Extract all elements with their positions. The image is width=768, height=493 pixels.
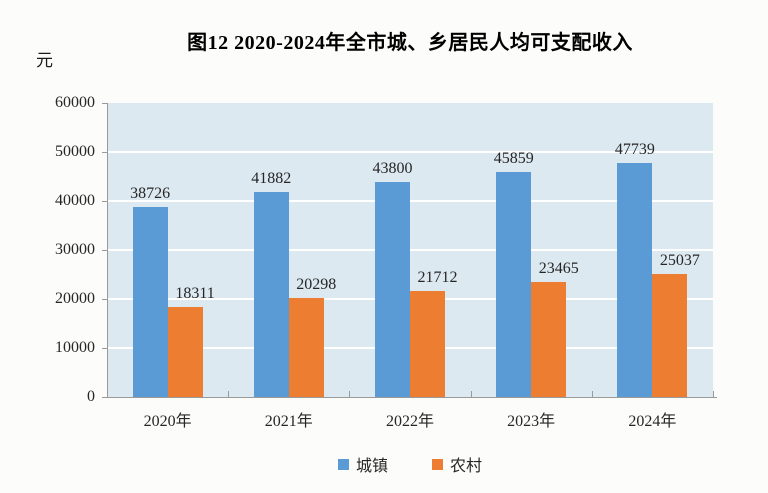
y-axis-tick <box>102 348 107 349</box>
x-axis-line <box>103 397 717 398</box>
bar-urban-2022年 <box>375 182 410 397</box>
y-axis-tick <box>102 152 107 153</box>
x-axis-label-2024年: 2024年 <box>628 413 677 430</box>
x-axis-tick <box>470 391 472 397</box>
gridline <box>107 200 713 202</box>
data-label-rural-2021年: 20298 <box>296 275 337 293</box>
data-label-rural-2022年: 21712 <box>417 268 458 286</box>
y-axis-line <box>107 103 108 398</box>
y-axis-tick-label: 0 <box>87 388 95 405</box>
data-label-urban-2022年: 43800 <box>372 160 413 178</box>
legend-item-urban: 城镇 <box>337 452 388 476</box>
data-label-rural-2020年: 18311 <box>175 285 215 303</box>
x-axis-tick <box>107 391 108 397</box>
data-label-rural-2024年: 25037 <box>659 252 700 270</box>
data-label-urban-2023年: 45859 <box>493 150 534 168</box>
data-label-urban-2024年: 47739 <box>614 141 655 159</box>
data-label-urban-2021年: 41882 <box>251 169 292 187</box>
bar-rural-2024年 <box>652 274 688 397</box>
data-label-urban-2020年: 38726 <box>130 185 171 203</box>
legend-swatch-urban <box>337 458 349 470</box>
y-axis-tick-label: 20000 <box>55 290 95 307</box>
x-axis-tick <box>228 391 230 397</box>
bar-rural-2020年 <box>167 307 203 397</box>
data-label-rural-2023年: 23465 <box>538 260 579 277</box>
bar-urban-2020年 <box>132 207 168 397</box>
y-axis-tick <box>102 299 107 300</box>
legend-label-urban: 城镇 <box>355 458 388 475</box>
x-axis-tick <box>349 391 351 397</box>
bar-urban-2021年 <box>253 191 289 397</box>
x-axis-label-2020年: 2020年 <box>143 413 192 430</box>
y-axis-tick-label: 60000 <box>55 94 95 111</box>
x-axis-label-2021年: 2021年 <box>264 413 313 430</box>
x-axis-tick <box>591 391 593 397</box>
y-axis-tick-label: 50000 <box>55 143 95 160</box>
gridline <box>107 249 713 251</box>
y-axis-tick-label: 30000 <box>55 241 95 258</box>
gridline <box>107 151 713 153</box>
y-axis-tick <box>102 103 107 104</box>
chart-title: 图12 2020-2024年全市城、乡居民人均可支配收入 <box>187 32 633 54</box>
y-axis-tick <box>102 250 107 251</box>
legend-swatch-rural <box>432 458 443 470</box>
x-axis-tick <box>713 391 714 397</box>
legend: 城镇 农村 <box>107 452 713 476</box>
y-axis-tick-label: 40000 <box>55 192 95 209</box>
legend-label-rural: 农村 <box>450 458 483 475</box>
legend-item-rural: 农村 <box>432 452 482 476</box>
bar-rural-2021年 <box>288 297 324 397</box>
bar-urban-2024年 <box>617 163 653 397</box>
bar-urban-2023年 <box>496 172 532 397</box>
x-axis-label-2023年: 2023年 <box>507 413 556 430</box>
bar-rural-2023年 <box>531 282 567 397</box>
x-axis-label-2022年: 2022年 <box>385 413 434 430</box>
y-axis-unit-label: 元 <box>36 51 53 70</box>
y-axis-tick <box>102 397 107 398</box>
y-axis-tick-label: 10000 <box>55 339 95 356</box>
plot-area: 38726 18311 41882 20298 43800 21712 45859 23465… <box>107 103 713 397</box>
y-axis-tick <box>102 201 107 202</box>
bar-rural-2022年 <box>410 290 445 397</box>
